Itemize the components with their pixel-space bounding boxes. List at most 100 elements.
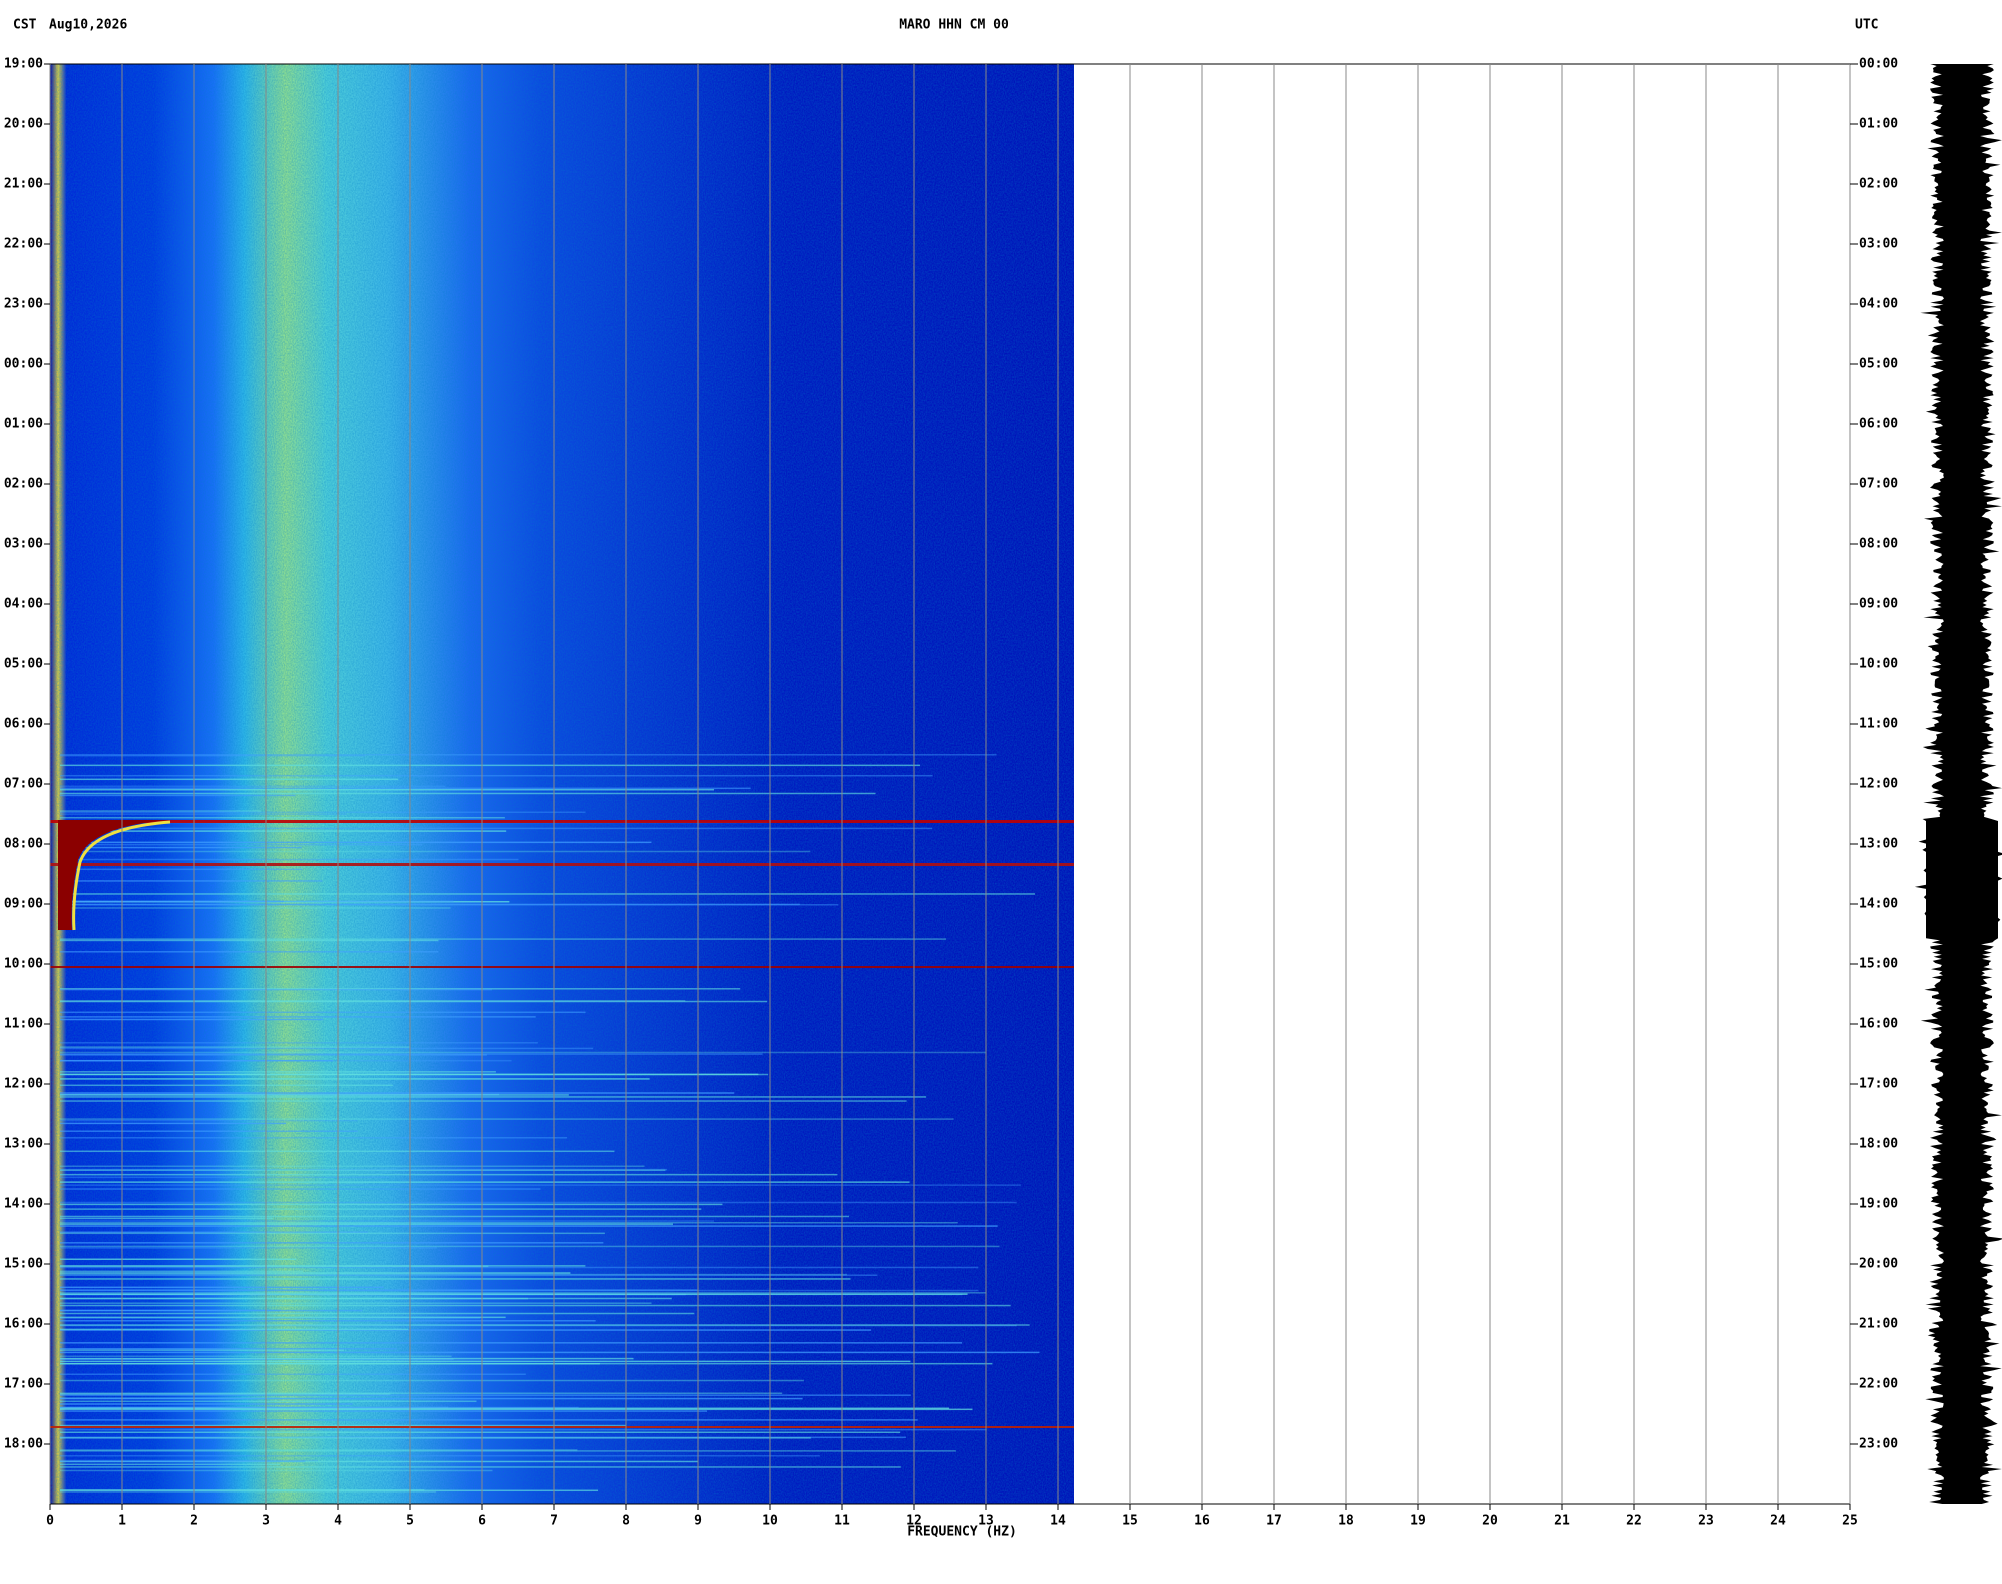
x-tick-label: 19	[1410, 1514, 1426, 1529]
y-tick-label: 13:00	[4, 1137, 43, 1152]
x-tick-label: 10	[762, 1514, 778, 1529]
noise-line	[60, 850, 811, 853]
x-tick-label: 14	[1050, 1514, 1066, 1529]
y-tick-label: 05:00	[4, 657, 43, 672]
y-tick-label: 07:00	[4, 777, 43, 792]
noise-line	[60, 1320, 596, 1322]
y-tick-label: 11:00	[4, 1017, 43, 1032]
noise-line	[60, 1150, 615, 1153]
noise-line	[60, 754, 366, 757]
y-tick-label: 20:00	[4, 117, 43, 132]
x-tick-label: 21	[1554, 1514, 1570, 1529]
x-tick-label: 20	[1482, 1514, 1498, 1529]
noise-line	[60, 1424, 627, 1427]
y-tick-label: 17:00	[4, 1377, 43, 1392]
y-tick-label: 06:00	[4, 717, 43, 732]
noise-line	[60, 764, 921, 767]
noise-line	[60, 1247, 438, 1249]
x-tick-label: 17	[1266, 1514, 1282, 1529]
y2-tick-label: 18:00	[1859, 1137, 1898, 1152]
noise-line	[60, 880, 323, 882]
noise-line	[60, 893, 1035, 895]
noise-line	[60, 1357, 634, 1360]
y-tick-label: 22:00	[4, 237, 43, 252]
noise-line	[60, 827, 933, 830]
noise-line	[60, 1419, 918, 1421]
noise-line	[60, 813, 347, 815]
noise-line	[60, 1410, 708, 1412]
noise-line	[60, 1119, 358, 1122]
noise-line	[60, 900, 454, 903]
x-tick-label: 3	[262, 1514, 270, 1529]
y2-tick-label: 12:00	[1859, 777, 1898, 792]
noise-line	[60, 1393, 391, 1395]
noise-line	[60, 1459, 319, 1462]
noise-line	[60, 1018, 324, 1021]
noise-line	[60, 811, 586, 814]
noise-line	[60, 1242, 604, 1244]
chart-title: MARO HHN CM 00	[899, 18, 1009, 33]
noise-line	[60, 1316, 506, 1319]
noise-line	[60, 810, 262, 812]
x-tick-label: 18	[1338, 1514, 1354, 1529]
noise-line	[60, 938, 947, 940]
noise-line	[60, 774, 933, 777]
x-tick-label: 0	[46, 1514, 54, 1529]
noise-line	[60, 1220, 714, 1222]
noise-line	[60, 1137, 568, 1139]
x-tick-label: 24	[1770, 1514, 1786, 1529]
y2-tick-label: 21:00	[1859, 1317, 1898, 1332]
noise-line	[60, 1173, 838, 1176]
event-line	[50, 863, 1074, 866]
noise-line	[60, 1215, 850, 1218]
noise-line	[60, 1463, 281, 1466]
noise-line	[60, 1265, 489, 1268]
noise-line	[60, 1046, 411, 1048]
noise-line	[60, 1094, 569, 1096]
y-tick-label: 09:00	[4, 897, 43, 912]
noise-line	[60, 1221, 958, 1224]
x-tick-label: 6	[478, 1514, 486, 1529]
noise-line	[60, 1181, 910, 1183]
noise-line	[60, 1403, 353, 1405]
y2-tick-label: 19:00	[1859, 1197, 1898, 1212]
noise-line	[60, 788, 715, 791]
noise-line	[60, 858, 519, 861]
y2-tick-label: 09:00	[1859, 597, 1898, 612]
x-tick-label: 11	[834, 1514, 850, 1529]
spectrogram-texture	[50, 64, 1074, 1504]
noise-line	[60, 1232, 605, 1235]
noise-line	[60, 1078, 650, 1080]
event-edge	[72, 820, 171, 931]
left-zone: CST	[13, 18, 37, 33]
y2-tick-label: 22:00	[1859, 1377, 1898, 1392]
noise-line	[60, 1360, 911, 1363]
noise-line	[60, 1208, 702, 1210]
x-tick-label: 2	[190, 1514, 198, 1529]
event-line	[50, 966, 1074, 968]
noise-line	[60, 1274, 878, 1276]
spectrogram-events	[50, 754, 1074, 1493]
noise-line	[60, 1016, 536, 1018]
noise-line	[60, 1059, 334, 1062]
noise-line	[60, 846, 302, 849]
noise-line	[60, 1188, 541, 1190]
noise-line	[60, 1293, 968, 1295]
y2-tick-label: 23:00	[1859, 1437, 1898, 1452]
x-tick-label: 12	[906, 1514, 922, 1529]
noise-line	[60, 1258, 297, 1260]
noise-line	[60, 1408, 973, 1411]
noise-line	[60, 1122, 287, 1125]
x-axis-label: FREQUENCY (HZ)	[907, 1525, 1017, 1540]
noise-line	[60, 1051, 987, 1054]
y2-tick-label: 16:00	[1859, 1017, 1898, 1032]
noise-line	[60, 1297, 672, 1300]
noise-line	[60, 1265, 586, 1267]
noise-line	[60, 1165, 645, 1168]
noise-line	[60, 1203, 723, 1206]
y-tick-label: 18:00	[4, 1437, 43, 1452]
noise-line	[60, 1460, 699, 1463]
noise-line	[60, 1373, 526, 1376]
noise-line	[60, 1312, 695, 1315]
